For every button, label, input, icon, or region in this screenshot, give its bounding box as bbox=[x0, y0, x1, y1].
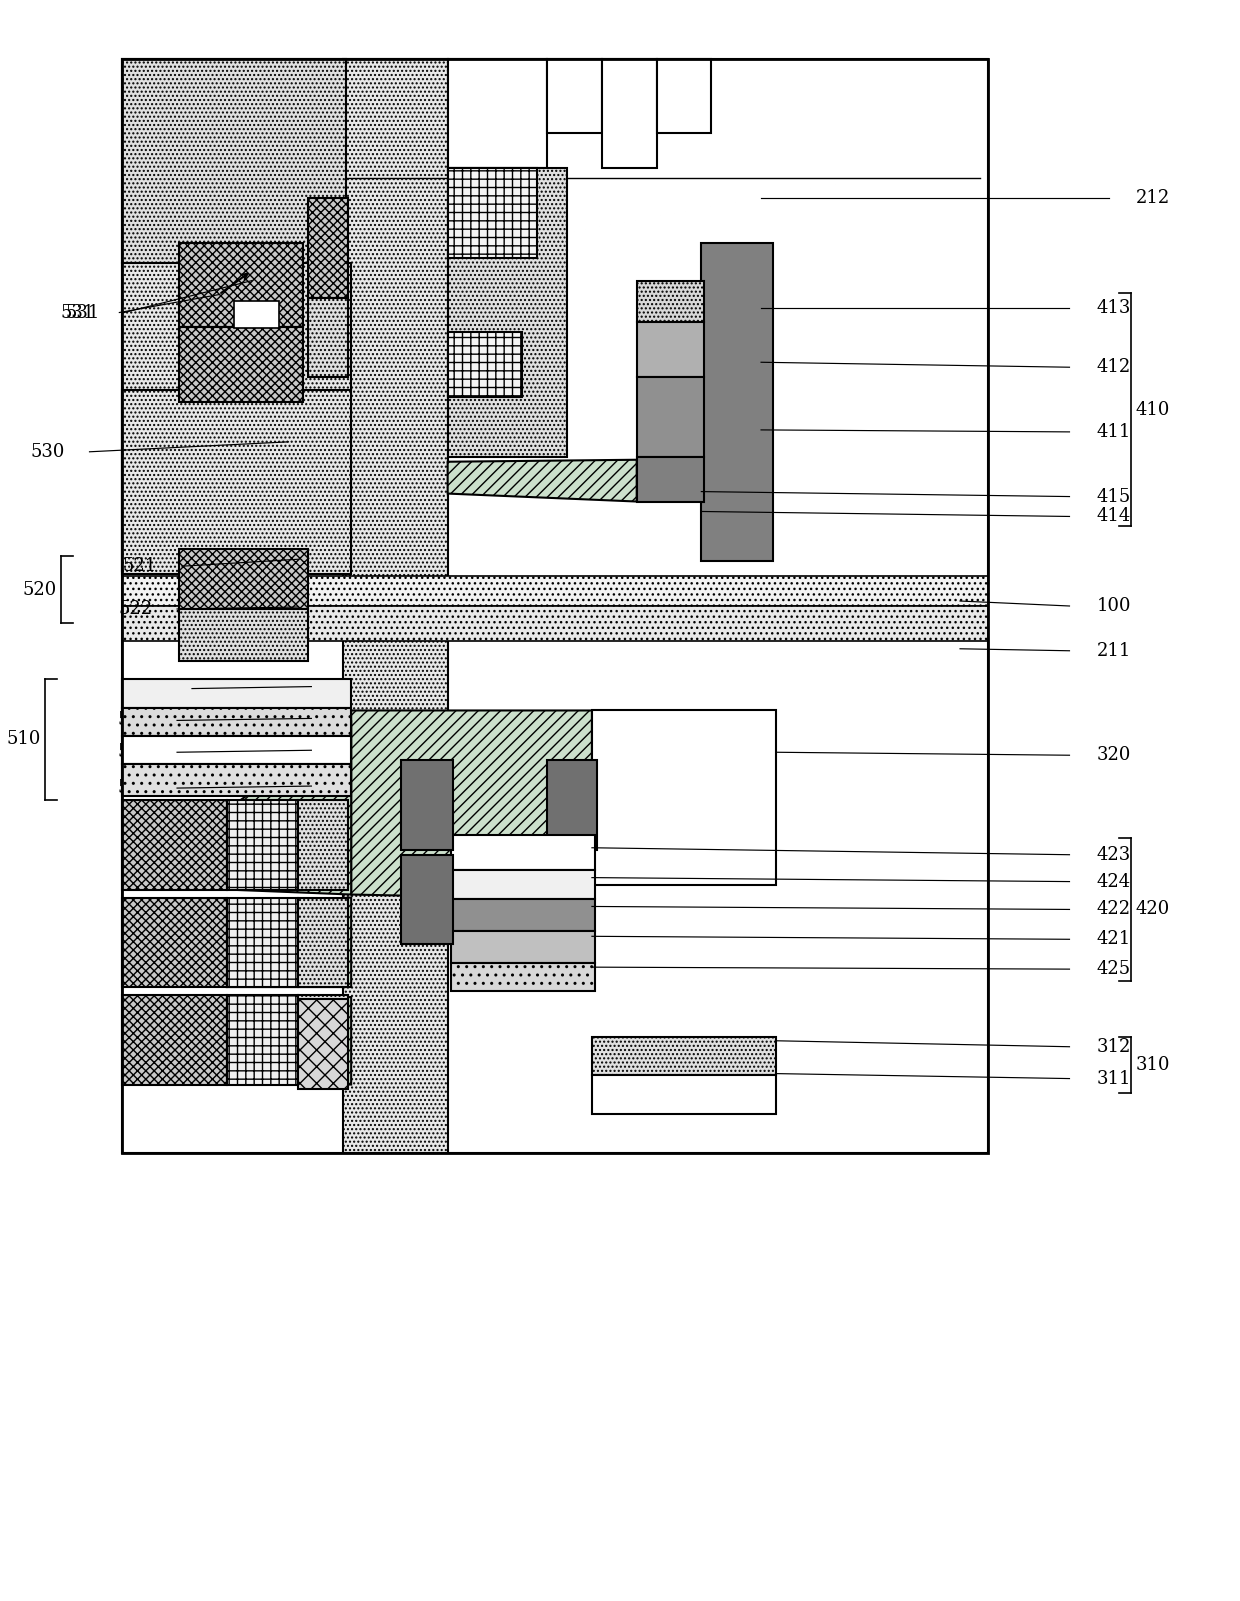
Bar bbox=[123, 994, 227, 1084]
Bar bbox=[591, 1074, 776, 1114]
Polygon shape bbox=[227, 720, 351, 895]
Text: 513: 513 bbox=[118, 743, 153, 760]
Text: 531: 531 bbox=[60, 304, 94, 322]
Bar bbox=[123, 679, 351, 709]
Text: 412: 412 bbox=[1096, 359, 1131, 376]
Text: 415: 415 bbox=[1096, 488, 1131, 506]
Bar bbox=[448, 168, 567, 456]
Text: 100: 100 bbox=[1096, 597, 1131, 615]
Bar bbox=[123, 391, 351, 575]
Text: 414: 414 bbox=[1096, 508, 1131, 525]
Bar bbox=[309, 298, 348, 378]
Bar bbox=[123, 709, 351, 736]
Text: 425: 425 bbox=[1096, 961, 1131, 978]
Bar bbox=[179, 549, 309, 608]
Bar bbox=[123, 898, 227, 988]
Bar bbox=[591, 711, 776, 885]
Bar bbox=[636, 322, 704, 378]
Bar bbox=[401, 855, 453, 945]
Text: 512: 512 bbox=[118, 711, 153, 730]
Text: 520: 520 bbox=[22, 581, 57, 599]
Bar bbox=[601, 59, 657, 168]
Bar bbox=[123, 263, 351, 572]
Text: 413: 413 bbox=[1096, 298, 1131, 317]
Bar bbox=[227, 800, 299, 890]
Text: 212: 212 bbox=[1136, 189, 1171, 207]
Text: 211: 211 bbox=[1096, 642, 1131, 660]
Text: 424: 424 bbox=[1096, 873, 1131, 890]
Bar bbox=[123, 576, 988, 607]
Bar bbox=[450, 932, 595, 964]
Bar bbox=[591, 1037, 776, 1074]
Bar bbox=[234, 301, 279, 328]
Polygon shape bbox=[227, 997, 351, 1084]
Text: 310: 310 bbox=[1135, 1057, 1169, 1074]
Bar bbox=[450, 869, 595, 900]
Bar bbox=[547, 59, 601, 133]
Bar bbox=[547, 760, 596, 850]
Bar bbox=[123, 607, 988, 640]
Text: 312: 312 bbox=[1096, 1037, 1131, 1055]
Bar bbox=[401, 760, 453, 850]
Bar bbox=[448, 168, 537, 258]
Text: 422: 422 bbox=[1096, 900, 1131, 919]
Bar bbox=[227, 898, 299, 988]
Text: 311: 311 bbox=[1096, 1069, 1131, 1087]
Text: 411: 411 bbox=[1096, 423, 1131, 440]
Bar bbox=[448, 333, 522, 397]
Polygon shape bbox=[448, 459, 636, 501]
Text: 510: 510 bbox=[6, 730, 41, 748]
Text: 522: 522 bbox=[118, 600, 153, 618]
Bar bbox=[450, 900, 595, 932]
Bar bbox=[657, 59, 712, 133]
Bar bbox=[448, 59, 547, 168]
Bar bbox=[636, 378, 704, 456]
Bar bbox=[299, 800, 348, 890]
Text: 511: 511 bbox=[133, 679, 167, 698]
Polygon shape bbox=[351, 711, 591, 900]
Bar bbox=[702, 243, 773, 562]
Bar bbox=[299, 898, 348, 988]
Bar bbox=[309, 199, 348, 298]
Bar bbox=[299, 999, 348, 1089]
Text: 421: 421 bbox=[1096, 930, 1131, 948]
Bar bbox=[123, 59, 988, 1153]
Bar bbox=[179, 608, 309, 661]
Bar bbox=[179, 328, 304, 402]
Polygon shape bbox=[227, 898, 351, 988]
Text: 514: 514 bbox=[118, 780, 153, 797]
Bar bbox=[636, 456, 704, 501]
Text: 410: 410 bbox=[1135, 400, 1169, 418]
Bar bbox=[450, 964, 595, 991]
Bar bbox=[123, 800, 227, 890]
Bar bbox=[227, 994, 299, 1084]
Text: 320: 320 bbox=[1096, 746, 1131, 764]
Bar bbox=[299, 994, 348, 1084]
Bar bbox=[123, 736, 351, 764]
Bar bbox=[123, 764, 351, 796]
Text: 423: 423 bbox=[1096, 845, 1131, 863]
Text: 420: 420 bbox=[1135, 900, 1169, 919]
Text: 521: 521 bbox=[123, 557, 157, 575]
Bar bbox=[450, 834, 595, 869]
Text: 530: 530 bbox=[30, 443, 64, 461]
Bar bbox=[123, 59, 346, 263]
Bar bbox=[123, 59, 988, 1153]
Bar bbox=[179, 243, 304, 328]
Bar bbox=[636, 280, 704, 322]
Text: 531: 531 bbox=[64, 304, 99, 322]
Bar bbox=[343, 59, 448, 1153]
